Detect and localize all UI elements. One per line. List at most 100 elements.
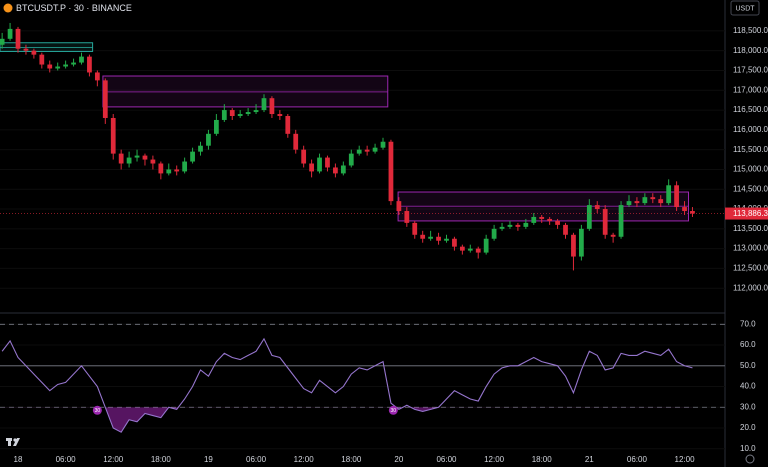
candle-body: [293, 133, 299, 150]
candle-body: [118, 153, 124, 164]
candle-body: [388, 141, 394, 202]
y-tick-label: 113,500.0: [733, 224, 768, 233]
candle-body: [253, 110, 259, 113]
candle-body: [158, 163, 164, 174]
y-tick-label: 114,500.0: [733, 184, 768, 193]
candle-body: [626, 201, 632, 206]
candle-body: [102, 80, 108, 118]
candle-body: [87, 56, 92, 73]
candle-body: [364, 149, 370, 152]
y-tick-label: 118,000.0: [733, 46, 768, 55]
candle-body: [31, 50, 37, 55]
candle-body: [23, 48, 29, 51]
candle-body: [412, 222, 418, 235]
x-tick-label: 21: [585, 455, 594, 464]
candle-body: [563, 224, 568, 235]
candle-body: [15, 28, 21, 49]
x-tick-label: 20: [394, 455, 403, 464]
candle-body: [507, 224, 513, 227]
symbol-icon: [3, 3, 13, 13]
x-tick-label: 18:00: [341, 455, 362, 464]
candle-body: [658, 199, 664, 204]
candle-body: [198, 145, 203, 152]
candle-body: [642, 197, 648, 204]
candle-body: [261, 98, 267, 111]
settings-icon[interactable]: [745, 454, 755, 464]
symbol-title: BTCUSDT.P · 30 · BINANCE: [16, 3, 132, 13]
candle-body: [634, 201, 640, 204]
candle-body: [444, 238, 449, 241]
candle-body: [428, 236, 434, 239]
candle-body: [340, 165, 346, 174]
candle-body: [475, 248, 481, 253]
candle-body: [674, 185, 679, 208]
candle-body: [63, 64, 69, 67]
candle-body: [650, 197, 656, 200]
annotation-marker: [92, 405, 102, 415]
candle-body: [356, 149, 362, 154]
y-tick-label: 117,500.0: [733, 66, 768, 75]
candle-body: [586, 205, 592, 229]
candle-body: [309, 163, 314, 172]
y-tick-label: 116,000.0: [733, 125, 768, 134]
candle-body: [325, 157, 330, 168]
candle-body: [579, 228, 584, 257]
x-tick-label: 12:00: [294, 455, 315, 464]
rsi-line: [1, 337, 693, 433]
candle-body: [7, 28, 13, 39]
tv-logo: [6, 438, 20, 446]
candle-body: [531, 216, 537, 223]
candle-body: [467, 248, 473, 251]
y-tick-label: 40.0: [740, 382, 756, 391]
candle-body: [547, 218, 553, 221]
x-tick-label: 18:00: [532, 455, 553, 464]
annotation-marker: [388, 405, 398, 415]
candle-body: [459, 246, 465, 251]
y-tick-label: 117,000.0: [733, 85, 768, 94]
currency-button[interactable]: [730, 0, 760, 16]
candle-body: [110, 117, 116, 154]
candle-body: [420, 234, 426, 239]
candle-body: [666, 185, 672, 204]
candle-body: [71, 62, 76, 65]
candle-body: [182, 161, 188, 172]
y-tick-label: 50.0: [740, 361, 756, 370]
candle-body: [682, 207, 687, 212]
y-tick-label: 60.0: [740, 340, 756, 349]
candle-body: [237, 114, 243, 117]
x-tick-label: 12:00: [675, 455, 696, 464]
x-tick-label: 12:00: [103, 455, 124, 464]
y-tick-label: 20.0: [740, 423, 756, 432]
candle-body: [523, 222, 529, 227]
candle-body: [571, 234, 576, 257]
candle-body: [610, 234, 616, 237]
candle-body: [436, 236, 441, 241]
candle-body: [142, 155, 148, 160]
currency-label: USDT: [735, 5, 755, 12]
y-tick-label: 112,000.0: [733, 283, 768, 292]
y-tick-label: 30.0: [740, 402, 756, 411]
candle-body: [555, 220, 560, 225]
candle-body: [134, 155, 140, 158]
candle-body: [452, 238, 457, 247]
candle-body: [404, 211, 410, 223]
annotation-label: 30: [95, 408, 101, 414]
x-tick-label: 19: [204, 455, 213, 464]
y-tick-label: 113,000.0: [733, 244, 768, 253]
candle-body: [499, 226, 505, 229]
candle-body: [491, 228, 497, 239]
candle-body: [269, 98, 275, 115]
candle-body: [245, 112, 251, 115]
candle-body: [174, 169, 180, 172]
candle-body: [483, 238, 489, 253]
candle-body: [348, 153, 354, 166]
y-tick-label: 116,500.0: [733, 105, 768, 114]
y-tick-label: 115,000.0: [733, 165, 768, 174]
candle-body: [39, 54, 45, 65]
candle-body: [150, 159, 156, 164]
candle-body: [229, 110, 235, 117]
x-tick-label: 18:00: [151, 455, 172, 464]
candle-body: [221, 110, 227, 120]
